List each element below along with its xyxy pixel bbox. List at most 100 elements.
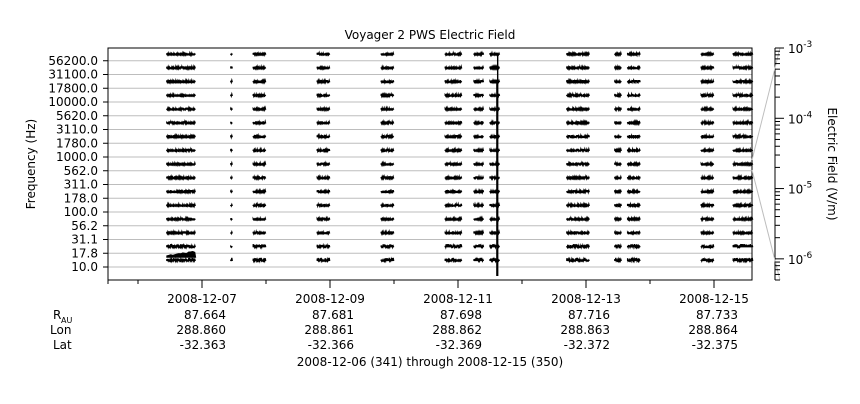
data-trace-segment — [230, 160, 233, 168]
data-trace-segment — [473, 91, 485, 99]
y-tick-label: 17.8 — [71, 246, 98, 260]
data-trace-segment — [444, 201, 463, 209]
data-trace-segment — [252, 243, 267, 250]
ephem-row-label-lon: Lon — [50, 323, 71, 337]
data-trace-segment — [380, 119, 395, 126]
data-trace-segment — [252, 229, 267, 236]
data-trace-segment — [166, 188, 196, 195]
ephem-row-label-r: R — [53, 308, 61, 322]
data-trace-segment — [732, 201, 754, 209]
ephem-r-value: 87.733 — [696, 308, 738, 322]
data-trace-segment — [626, 77, 641, 85]
data-trace-segment — [166, 201, 196, 209]
data-trace-segment — [316, 174, 331, 181]
plot-frame — [107, 47, 753, 281]
data-trace-segment — [626, 133, 641, 140]
data-trace-segment — [473, 105, 485, 113]
data-trace-segment — [252, 105, 267, 113]
data-trace-segment — [473, 160, 485, 168]
data-trace-segment — [473, 187, 485, 195]
data-trace-segment — [230, 77, 233, 85]
data-trace-segment — [166, 132, 196, 140]
y-tick-label: 31.1 — [71, 233, 98, 247]
data-trace-segment — [626, 256, 641, 264]
data-trace-segment — [444, 257, 463, 264]
data-trace-segment — [252, 51, 267, 58]
data-trace-segment — [473, 174, 485, 181]
data-trace-segment — [626, 146, 641, 154]
data-trace-segment — [444, 188, 463, 195]
data-trace-segment — [473, 215, 485, 223]
y-tick-label: 100.0 — [64, 205, 98, 219]
colorbar-tick-label: 10-3 — [788, 40, 812, 56]
data-trace-segment — [566, 132, 590, 140]
data-trace-segment — [732, 50, 754, 58]
data-trace-segment — [566, 229, 590, 236]
data-trace-segment — [614, 188, 622, 195]
ephem-lon-value: 288.860 — [176, 323, 226, 337]
data-trace-segment — [380, 105, 395, 113]
data-trace-segment — [626, 64, 641, 71]
data-trace-segment — [166, 50, 196, 58]
data-trace-segment — [700, 146, 715, 154]
colorbar-tick-label: 10-5 — [788, 181, 812, 197]
data-trace-segment — [614, 202, 622, 209]
grid-layer — [108, 60, 752, 268]
data-trace-segment — [732, 243, 754, 250]
y-axis-label: Frequency (Hz) — [24, 119, 38, 210]
data-trace-segment — [444, 229, 463, 237]
data-trace-segment — [380, 91, 395, 99]
data-trace-segment — [230, 202, 233, 208]
data-trace-segment — [700, 91, 715, 99]
data-trace-segment — [316, 215, 331, 223]
data-trace-segment — [230, 244, 233, 249]
data-trace-segment — [380, 256, 395, 264]
data-trace-segment — [473, 243, 485, 250]
data-trace-segment — [444, 174, 463, 181]
data-trace-segment — [614, 105, 622, 113]
ephem-r-value: 87.664 — [184, 308, 226, 322]
y-tick-label: 10000.0 — [48, 95, 98, 109]
data-trace-segment — [700, 215, 715, 223]
data-trace-segment — [700, 160, 715, 168]
data-trace-segment — [444, 105, 463, 113]
data-trace-segment — [732, 132, 754, 140]
data-trace-segment — [473, 119, 485, 126]
data-trace-segment — [380, 188, 395, 195]
y-tick-label: 3110.0 — [56, 123, 98, 137]
data-trace-segment — [566, 187, 590, 195]
colorbar-connector — [751, 47, 781, 161]
y-tick-label: 178.0 — [64, 191, 98, 205]
data-trace-segment — [614, 78, 622, 85]
data-trace-segment — [166, 215, 196, 223]
data-trace-segment — [380, 244, 395, 250]
data-trace-segment — [566, 119, 590, 126]
data-trace-segment — [489, 50, 501, 58]
data-layer — [166, 50, 754, 276]
data-trace-segment — [380, 229, 395, 236]
data-trace-segment — [614, 229, 622, 236]
data-trace-segment — [732, 257, 754, 264]
data-trace-segment — [230, 148, 233, 153]
y-tick-label: 56.2 — [71, 219, 98, 233]
data-trace-segment — [626, 119, 641, 127]
data-trace-segment — [473, 201, 485, 209]
data-trace-segment — [732, 174, 754, 181]
data-trace-segment — [166, 77, 196, 85]
data-trace-segment — [316, 77, 331, 85]
data-trace-segment — [626, 229, 641, 236]
data-trace-segment — [316, 146, 331, 154]
x-tick-label: 2008-12-07 — [167, 292, 237, 306]
data-trace-segment — [380, 64, 395, 71]
data-trace-segment — [700, 64, 715, 71]
data-trace-segment — [444, 132, 463, 140]
data-trace-segment — [252, 132, 267, 140]
data-trace-segment — [732, 77, 754, 85]
data-trace-segment — [732, 119, 754, 127]
data-trace-segment — [614, 91, 622, 99]
data-trace-segment — [700, 187, 715, 195]
data-trace-segment — [566, 256, 590, 264]
data-trace-segment — [444, 91, 463, 99]
data-trace-segment — [166, 119, 196, 126]
data-trace-segment — [230, 229, 233, 236]
